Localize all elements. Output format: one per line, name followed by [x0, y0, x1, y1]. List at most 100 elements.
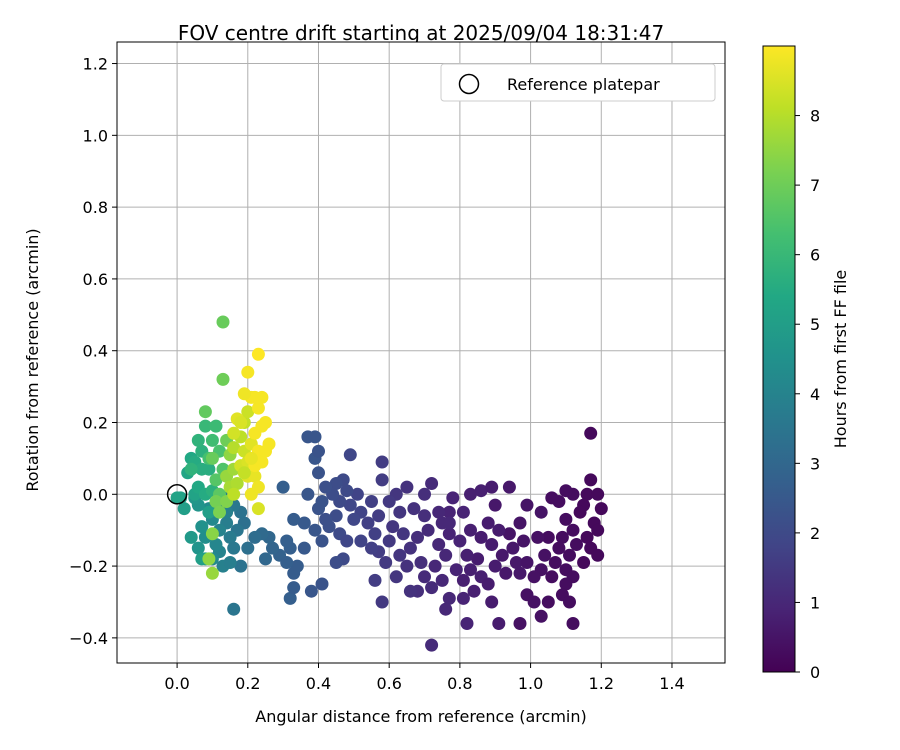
- data-point: [563, 548, 576, 562]
- data-point: [315, 534, 329, 548]
- data-point: [481, 516, 495, 530]
- data-point: [439, 602, 453, 616]
- colorbar-tick-label: 1: [810, 593, 820, 612]
- data-point: [418, 487, 431, 501]
- data-point: [403, 541, 417, 555]
- data-point: [248, 530, 262, 544]
- data-point: [255, 455, 269, 469]
- data-point: [464, 487, 477, 501]
- data-point: [594, 502, 608, 516]
- data-point: [527, 570, 541, 584]
- data-point: [386, 520, 400, 534]
- data-point: [319, 480, 333, 494]
- colorbar-gradient: [762, 45, 796, 673]
- data-point: [513, 566, 527, 580]
- data-point: [375, 473, 389, 487]
- data-point: [580, 487, 594, 501]
- data-point: [492, 617, 506, 630]
- data-point: [205, 433, 219, 447]
- data-point: [259, 416, 272, 429]
- y-tick-label: 0.4: [83, 342, 108, 361]
- data-point: [227, 441, 241, 455]
- data-point: [251, 480, 265, 494]
- y-axis-label: Rotation from reference (arcmin): [23, 228, 42, 491]
- data-point: [421, 523, 435, 537]
- data-point: [280, 556, 294, 569]
- data-point: [227, 602, 241, 616]
- data-point: [347, 512, 361, 526]
- colorbar-tick-label: 7: [810, 176, 820, 195]
- data-point: [460, 617, 474, 630]
- axis-ticks: 0.0 0.2 0.4 0.6 0.8 1.0 1.2 1.4 −0.4 −0.2 0.0 0.2 0.…: [69, 55, 685, 693]
- data-point: [297, 516, 311, 530]
- data-point: [202, 462, 216, 476]
- data-point: [191, 433, 205, 447]
- legend-marker-icon: [458, 73, 480, 95]
- data-point: [287, 581, 301, 595]
- data-point: [379, 556, 393, 569]
- data-point: [209, 473, 223, 487]
- data-point: [439, 548, 453, 562]
- data-point: [329, 477, 343, 490]
- data-point: [198, 419, 212, 433]
- data-point: [365, 495, 378, 508]
- data-point: [418, 509, 431, 523]
- data-point: [527, 595, 541, 609]
- data-point: [471, 552, 485, 566]
- data-point: [591, 487, 605, 501]
- data-point: [350, 487, 364, 501]
- data-point: [453, 534, 467, 548]
- y-tick-label: 0.8: [83, 198, 108, 217]
- data-point: [442, 527, 456, 541]
- plot-frame: [116, 41, 726, 664]
- data-point: [495, 548, 509, 562]
- data-point: [464, 523, 477, 537]
- data-point: [368, 527, 382, 541]
- data-point: [442, 591, 456, 605]
- data-point: [198, 405, 212, 419]
- data-point: [287, 512, 301, 526]
- data-point: [227, 541, 241, 555]
- data-point: [227, 426, 241, 440]
- colorbar-tick-label: 3: [810, 454, 820, 473]
- data-point: [368, 573, 382, 587]
- data-point: [312, 466, 325, 480]
- colorbar-tick-label: 2: [810, 524, 820, 543]
- data-point: [456, 573, 470, 587]
- data-point: [382, 534, 396, 548]
- data-point: [389, 570, 403, 584]
- data-point: [308, 430, 322, 444]
- data-point: [559, 484, 573, 498]
- data-point: [555, 530, 569, 544]
- data-point: [513, 516, 527, 530]
- data-point: [502, 480, 516, 494]
- data-point: [237, 466, 251, 480]
- data-point: [237, 387, 251, 401]
- data-point: [209, 495, 223, 508]
- data-point: [411, 530, 424, 544]
- data-point: [492, 523, 506, 537]
- data-point: [266, 541, 279, 555]
- legend-box: [440, 63, 716, 102]
- x-tick-label: 0.6: [376, 674, 401, 693]
- data-point: [312, 444, 325, 458]
- colorbar: 0 1 2 3 4 5 6 7 8 Hours from first FF file: [762, 45, 850, 682]
- data-point: [534, 505, 548, 519]
- data-point: [425, 477, 439, 490]
- data-point: [414, 556, 428, 569]
- x-tick-label: 1.2: [589, 674, 614, 693]
- y-tick-label: 1.0: [83, 126, 108, 145]
- data-point: [177, 502, 191, 516]
- data-point: [509, 556, 523, 569]
- data-point: [584, 473, 598, 487]
- y-tick-label: 0.2: [83, 413, 108, 432]
- data-point: [223, 556, 237, 569]
- data-point: [170, 491, 184, 505]
- data-point: [280, 534, 294, 548]
- data-point: [584, 426, 598, 440]
- data-point: [251, 502, 265, 516]
- y-tick-label: −0.2: [69, 557, 108, 576]
- x-axis-label: Angular distance from reference (arcmin): [255, 707, 586, 726]
- data-point: [230, 477, 244, 490]
